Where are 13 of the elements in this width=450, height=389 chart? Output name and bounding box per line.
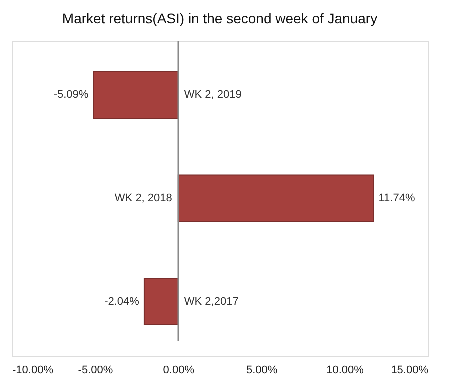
x-tick-label: 0.00% [163, 364, 195, 376]
x-tick-label: 10.00% [326, 364, 364, 376]
y-tick-label: WK 2, 2018 [114, 192, 172, 204]
chart-title: Market returns(ASI) in the second week of January [62, 10, 378, 26]
data-label: -2.04% [104, 296, 140, 308]
y-tick-label: WK 2, 2019 [184, 89, 242, 102]
x-tick-label: -5.00% [78, 364, 114, 376]
y-tick-label: WK 2,2017 [184, 296, 239, 308]
data-label: -5.09% [54, 89, 89, 102]
x-tick-label: 5.00% [246, 364, 278, 376]
x-tick-label: 15.00% [391, 364, 429, 376]
data-label: 11.74% [378, 192, 416, 204]
x-tick-label: -10.00% [12, 364, 54, 376]
